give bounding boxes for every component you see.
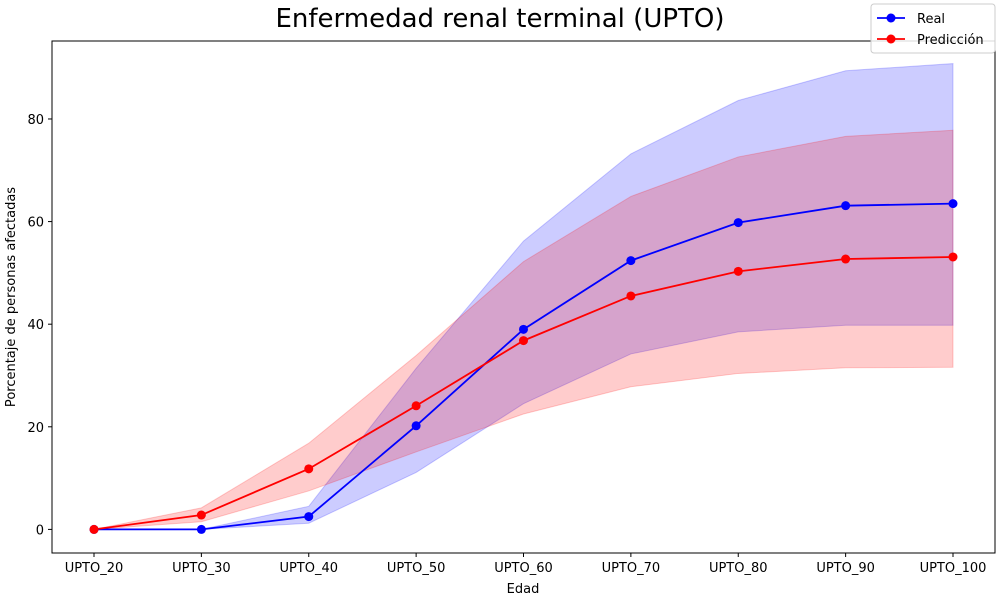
data-point-0-3	[411, 421, 421, 431]
data-point-1-6	[733, 266, 743, 276]
y-tick-label-1: 20	[27, 421, 44, 436]
data-point-1-1	[196, 510, 206, 520]
legend-label-0: Real	[917, 12, 945, 27]
data-point-0-6	[733, 218, 743, 228]
legend-box	[870, 3, 996, 54]
x-tick-label-1: UPTO_30	[172, 561, 231, 576]
y-tick-label-3: 60	[27, 216, 44, 231]
x-tick-label-2: UPTO_40	[279, 561, 338, 576]
x-tick-label-8: UPTO_100	[920, 561, 987, 576]
x-axis-ticks: UPTO_20 UPTO_30 UPTO_40 UPTO_50 UPTO_60 UPTO_…	[65, 553, 987, 576]
data-point-0-1	[196, 524, 206, 534]
legend-marker-1	[886, 34, 896, 44]
data-point-1-7	[841, 254, 851, 264]
series-points	[89, 199, 958, 534]
x-tick-label-7: UPTO_90	[816, 561, 875, 576]
data-point-0-5	[626, 256, 636, 266]
legend: Real Predicción	[870, 3, 996, 54]
confidence-bands	[93, 63, 954, 530]
data-point-0-8	[948, 199, 958, 209]
data-point-1-5	[626, 291, 636, 301]
y-tick-label-4: 80	[27, 113, 44, 128]
data-point-1-3	[411, 401, 421, 411]
x-tick-label-5: UPTO_70	[602, 561, 661, 576]
data-point-1-8	[948, 252, 958, 262]
chart-title: Enfermedad renal terminal (UPTO)	[275, 4, 724, 34]
confidence-band-0	[94, 63, 954, 530]
y-axis-ticks: 0 20 40 60 80	[27, 113, 52, 538]
y-axis-label: Porcentaje de personas afectadas	[4, 187, 19, 407]
legend-label-1: Predicción	[917, 33, 984, 48]
x-tick-label-0: UPTO_20	[65, 561, 124, 576]
data-point-0-7	[841, 201, 851, 211]
data-point-1-4	[519, 336, 528, 346]
data-point-0-4	[519, 324, 528, 334]
y-tick-label-0: 0	[36, 523, 44, 538]
x-tick-label-6: UPTO_80	[709, 561, 768, 576]
data-point-0-2	[304, 512, 314, 522]
legend-marker-0	[886, 13, 896, 23]
x-tick-label-3: UPTO_50	[387, 561, 446, 576]
data-point-1-2	[304, 464, 314, 474]
data-point-1-0	[89, 524, 99, 534]
y-tick-label-2: 40	[27, 318, 44, 333]
x-tick-label-4: UPTO_60	[494, 561, 553, 576]
x-axis-label: Edad	[507, 582, 540, 597]
